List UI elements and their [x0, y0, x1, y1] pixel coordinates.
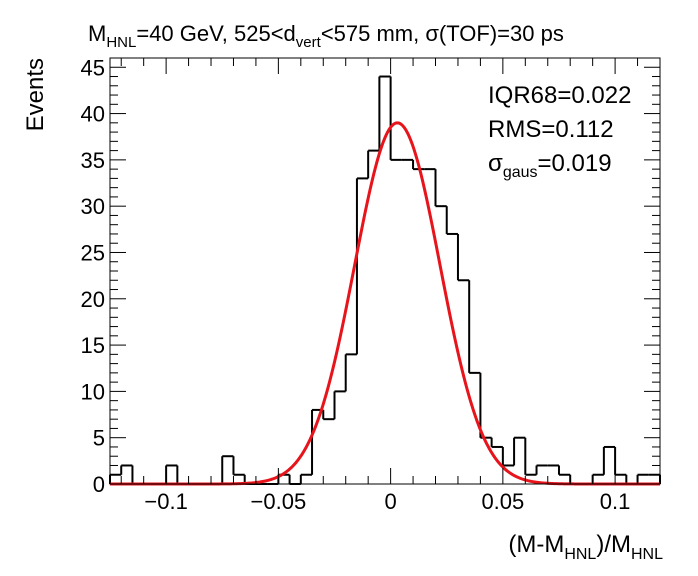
title-m: M — [88, 21, 106, 46]
histogram-bin — [389, 76, 402, 161]
histogram-bin — [165, 464, 178, 484]
title-m-sub: HNL — [106, 34, 136, 51]
y-tick-label: 35 — [81, 148, 105, 173]
histogram-bin — [288, 474, 301, 485]
axes-layer: 0 5 10 15 20 25 30 35 40 45 −0.1 −0.05 0 0.05 0.1 — [81, 55, 661, 514]
histogram-bin — [434, 169, 447, 208]
xlabel-b-sub: HNL — [631, 546, 663, 563]
y-tick-label: 25 — [81, 240, 105, 265]
stat-sigma-gaus: σgaus=0.019 — [488, 150, 612, 181]
y-tick-label: 40 — [81, 102, 105, 127]
xlabel-a-sub: HNL — [564, 546, 596, 563]
title-rest: <575 mm, σ(TOF)=30 ps — [321, 21, 564, 46]
y-tick-label: 45 — [81, 55, 105, 80]
x-tick-label: −0.1 — [144, 489, 187, 514]
histogram-bin — [299, 473, 313, 484]
histogram-bin — [333, 390, 346, 420]
title-mid: =40 GeV, 525<d — [136, 21, 295, 46]
xlabel-a: (M-M — [508, 531, 564, 558]
x-tick-label: −0.05 — [251, 489, 307, 514]
histogram-bin — [557, 465, 571, 476]
histogram-bin — [501, 446, 515, 467]
stat-iqr68: IQR68=0.022 — [488, 82, 631, 109]
histogram-bin — [614, 446, 627, 476]
histogram-bin — [120, 464, 133, 475]
histogram-bin — [176, 465, 189, 485]
x-tick-label: 0.1 — [600, 489, 631, 514]
histogram-bin — [479, 372, 492, 439]
x-tick-label: 0.05 — [481, 489, 524, 514]
y-tick-label: 0 — [93, 472, 105, 497]
histogram-bin — [322, 409, 335, 421]
y-tick-label: 5 — [93, 426, 105, 451]
y-axis-label: Events — [22, 58, 49, 131]
histogram-bin — [513, 436, 526, 466]
sigma-value: =0.019 — [538, 150, 612, 177]
histogram-bin — [378, 75, 391, 151]
y-tick-label: 10 — [81, 379, 105, 404]
gaussian-fit-curve — [110, 121, 660, 486]
fit-layer — [110, 121, 660, 486]
histogram-bin — [535, 464, 548, 475]
histogram-bin — [602, 445, 616, 475]
y-tick-label: 20 — [81, 287, 105, 312]
histogram-bin — [445, 206, 458, 235]
histogram-bin — [344, 353, 357, 392]
histogram-bin — [456, 233, 470, 282]
histogram-bin — [468, 280, 481, 374]
sigma-sub: gaus — [503, 164, 538, 181]
chart-title: MHNL=40 GeV, 525<dvert<575 mm, σ(TOF)=30… — [88, 21, 564, 51]
histogram-bin — [355, 177, 369, 355]
histogram-bin — [524, 437, 537, 476]
sigma-symbol: σ — [488, 150, 503, 177]
y-tick-label: 30 — [81, 194, 105, 219]
histogram-bin — [367, 149, 380, 179]
histogram-bin — [490, 437, 503, 448]
title-d-sub: vert — [296, 34, 322, 51]
x-axis-label: (M-MHNL)/MHNL — [508, 531, 663, 563]
stat-rms: RMS=0.112 — [488, 116, 614, 143]
histogram-bin — [221, 455, 234, 484]
x-tick-label: 0 — [384, 489, 396, 514]
xlabel-b: )/M — [596, 531, 631, 558]
histogram-bin — [232, 456, 245, 476]
y-tick-label: 15 — [81, 333, 105, 358]
histogram-bin — [131, 465, 144, 485]
